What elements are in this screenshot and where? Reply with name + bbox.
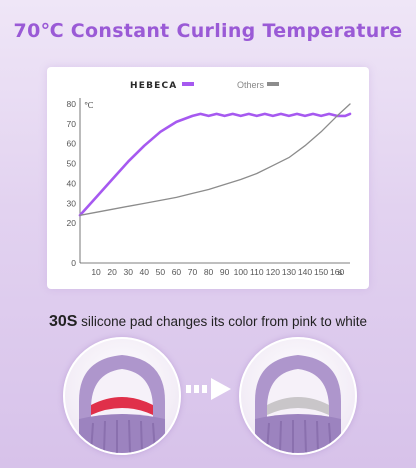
y-tick-label: 60 — [67, 139, 77, 149]
arrow-right-icon — [186, 377, 234, 406]
x-tick-label: 140 — [298, 267, 312, 277]
curler-barrel — [255, 414, 341, 453]
headline: 70℃ Constant Curling Temperature — [13, 20, 403, 42]
x-tick-label: 40 — [140, 267, 150, 277]
series-line-others — [79, 103, 351, 216]
pad-after-image — [239, 337, 357, 455]
x-axis-unit: s — [338, 267, 342, 277]
legend-swatch-hebeca — [182, 82, 194, 86]
caption-strong: 30S — [48, 313, 78, 330]
silicone-pad-pink — [91, 397, 153, 415]
y-tick-label: 40 — [67, 178, 77, 188]
x-tick-label: 50 — [156, 267, 166, 277]
x-tick-label: 110 — [250, 267, 264, 277]
y-axis-unit: ℃ — [84, 100, 94, 110]
legend-label-others: Others — [237, 80, 265, 90]
x-tick-label: 20 — [107, 267, 117, 277]
y-tick-label: 50 — [67, 159, 77, 169]
x-tick-label: 100 — [234, 267, 248, 277]
y-tick-label: 70 — [67, 119, 77, 129]
y-tick-label: 80 — [67, 99, 77, 109]
x-tick-label: 70 — [188, 267, 198, 277]
x-tick-label: 10 — [91, 267, 101, 277]
x-tick-label: 150 — [314, 267, 328, 277]
series-line-hebeca — [78, 112, 352, 217]
x-tick-label: 120 — [266, 267, 280, 277]
y-tick-label: 20 — [67, 218, 77, 228]
silicone-pad-white — [267, 397, 329, 415]
x-tick-label: 30 — [123, 267, 133, 277]
legend-swatch-others — [267, 82, 279, 86]
x-tick-label: 90 — [220, 267, 230, 277]
curler-barrel — [79, 414, 165, 453]
legend-label-hebeca: HEBECA — [130, 81, 177, 91]
y-tick-label: 30 — [67, 198, 77, 208]
x-tick-label: 160 — [330, 267, 344, 277]
x-tick-label: 130 — [282, 267, 296, 277]
caption-text: silicone pad changes its color from pink… — [77, 314, 368, 329]
origin-label: 0 — [71, 258, 76, 268]
temperature-chart: 20 30 40 50 60 70 80 0 ℃ 10 20 30 40 50 60 70 80 90 100 110… — [67, 80, 352, 277]
x-tick-label: 60 — [172, 267, 182, 277]
temperature-chart-panel: 20 30 40 50 60 70 80 0 ℃ 10 20 30 40 50 60 70 80 90 100 110… — [47, 67, 369, 289]
caption: 30S silicone pad changes its color from … — [0, 313, 416, 331]
x-tick-label: 80 — [204, 267, 214, 277]
pad-before-image — [63, 337, 181, 455]
